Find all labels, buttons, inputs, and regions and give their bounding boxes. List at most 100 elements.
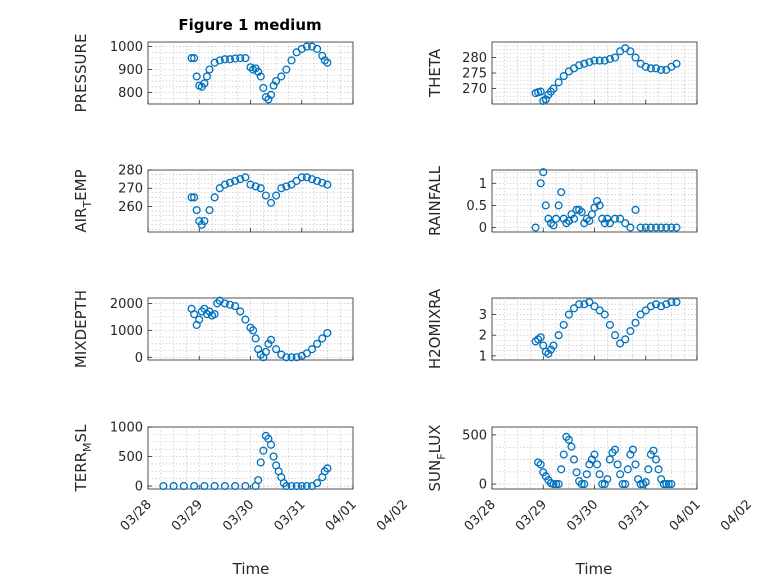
data-point <box>621 219 630 228</box>
x-tick-label: 04/02 <box>374 497 411 534</box>
data-point <box>536 179 545 188</box>
x-tick-label: 04/01 <box>667 497 704 534</box>
data-point <box>302 481 311 491</box>
data-point <box>541 201 550 210</box>
data-point <box>220 481 229 491</box>
data-point <box>631 318 640 327</box>
data-point <box>644 465 653 474</box>
data-point <box>618 480 627 489</box>
data-point <box>664 480 673 489</box>
data-point <box>210 193 219 202</box>
data-point <box>657 65 666 74</box>
y-tick-label: 3 <box>479 308 487 323</box>
data-point <box>318 178 327 187</box>
y-tick-label: 260 <box>118 200 143 215</box>
data-point <box>552 214 561 223</box>
data-point <box>169 481 178 491</box>
data-point <box>623 465 632 474</box>
data-point <box>313 44 322 53</box>
y-tick-label: 270 <box>462 82 487 97</box>
y-axis-label: SUNFLUX <box>426 425 448 492</box>
data-point <box>266 335 276 344</box>
data-point <box>610 331 620 340</box>
data-point <box>266 198 276 207</box>
y-tick-label: 0 <box>479 478 487 493</box>
data-point <box>562 219 571 228</box>
data-point <box>269 452 278 461</box>
subplot-pressure: 800 900 1000 PRESSURE <box>72 34 354 112</box>
data-point <box>210 310 219 319</box>
data-point <box>651 223 661 232</box>
data-point <box>282 481 291 491</box>
data-point <box>307 175 317 184</box>
data-point <box>241 481 250 491</box>
y-tick-label: 0 <box>135 480 143 495</box>
data-point <box>318 51 327 60</box>
x-axis-label-right: Time <box>575 560 613 578</box>
data-point <box>595 56 604 65</box>
data-point <box>631 53 640 62</box>
y-axis-label: MIXDEPTH <box>72 290 90 368</box>
data-point <box>302 42 311 51</box>
data-point <box>575 205 584 214</box>
data-point <box>628 445 637 454</box>
x-tick-label: 03/30 <box>220 497 257 534</box>
data-point <box>567 442 576 451</box>
y-tick-label: 500 <box>462 428 487 443</box>
y-tick-label: 2 <box>479 329 487 344</box>
data-point <box>297 173 306 182</box>
y-tick-label: 2000 <box>110 297 143 312</box>
data-point <box>657 302 666 311</box>
data-point <box>559 320 568 329</box>
data-point <box>190 193 199 202</box>
data-point <box>318 334 327 343</box>
data-point <box>536 460 545 469</box>
data-point <box>544 214 553 223</box>
data-point <box>323 180 332 189</box>
data-point <box>225 300 235 309</box>
data-point <box>590 56 599 65</box>
y-tick-label: 1000 <box>110 40 143 55</box>
data-point <box>585 58 594 67</box>
data-point <box>307 345 317 354</box>
data-point <box>236 54 245 63</box>
data-point <box>190 54 199 63</box>
data-point <box>272 345 281 354</box>
data-point <box>580 59 589 68</box>
data-point <box>246 180 255 189</box>
data-point <box>582 214 591 223</box>
data-point <box>195 315 204 324</box>
data-point <box>215 56 224 65</box>
data-point <box>259 446 268 455</box>
data-point <box>659 480 668 489</box>
data-point <box>241 173 250 182</box>
data-point <box>649 446 658 455</box>
x-tick-label: 03/28 <box>118 497 155 534</box>
data-point <box>662 300 671 309</box>
data-point <box>179 481 188 491</box>
data-point <box>269 81 278 90</box>
data-point <box>616 214 625 223</box>
x-tick-label: 04/01 <box>323 497 360 534</box>
data-point <box>646 223 655 232</box>
data-point <box>323 464 332 473</box>
x-tick-label: 03/29 <box>513 497 550 534</box>
data-point <box>641 223 650 232</box>
y-tick-label: 1000 <box>110 324 143 339</box>
y-axis-label: TERRMSL <box>72 424 94 493</box>
y-tick-label: 0 <box>479 221 487 236</box>
data-point <box>590 203 599 212</box>
data-point <box>192 72 201 81</box>
data-point <box>626 223 635 232</box>
data-point <box>231 302 240 311</box>
data-point <box>544 349 553 358</box>
data-point <box>595 306 604 315</box>
data-point <box>667 298 676 307</box>
data-point <box>236 175 245 184</box>
data-point <box>261 93 270 102</box>
data-point <box>626 327 635 336</box>
data-point <box>549 84 558 93</box>
data-point <box>631 460 640 469</box>
subplot-air-temp: 260 270 280 AIRTEMP <box>72 164 354 233</box>
